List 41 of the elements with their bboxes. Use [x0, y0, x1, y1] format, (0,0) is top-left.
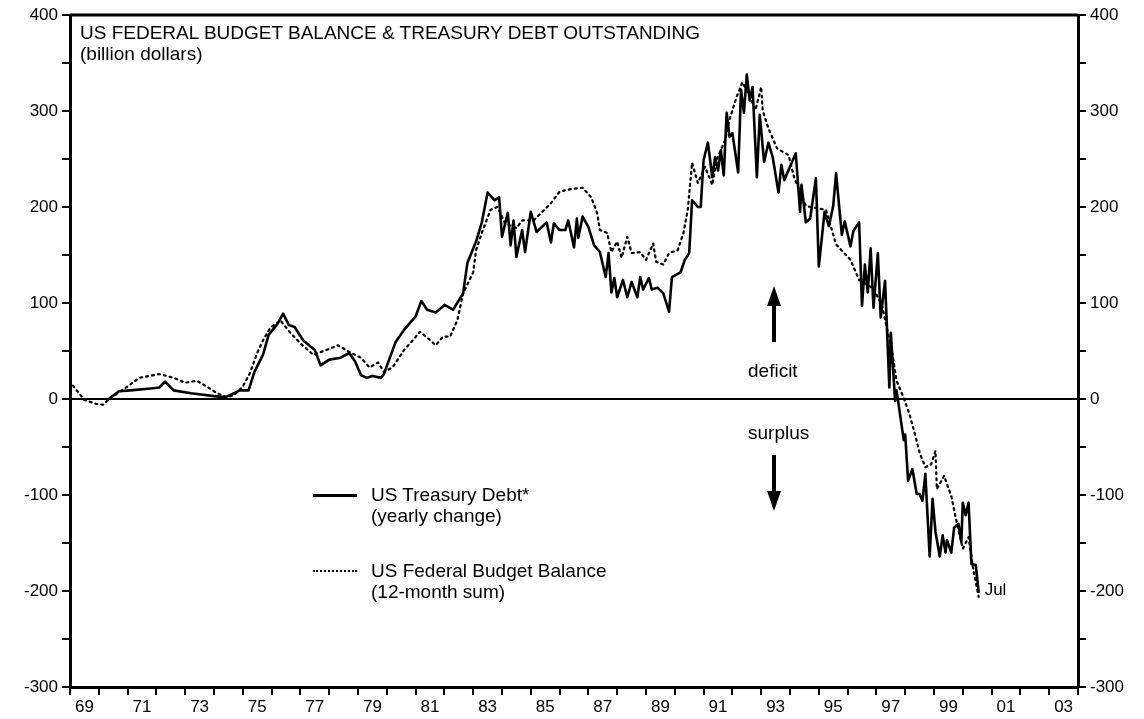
x-tick-label: 99 [938, 696, 958, 716]
x-tick-label: 69 [74, 696, 94, 716]
y2-tick-label: -200 [1090, 580, 1125, 600]
y-tick-label: 0 [48, 388, 58, 408]
y2-tick-label: 300 [1090, 100, 1119, 120]
x-tick-label: 81 [420, 696, 440, 716]
legend-label: US Federal Budget Balance (12-month sum) [371, 560, 607, 602]
x-tick-label: 79 [362, 696, 382, 716]
x-tick-label: 89 [650, 696, 670, 716]
y2-tick-label: 100 [1090, 292, 1119, 312]
x-tick-label: 03 [1054, 696, 1074, 716]
chart-title: US FEDERAL BUDGET BALANCE & TREASURY DEBT OUTSTANDING [80, 22, 701, 43]
x-tick-label: 75 [247, 696, 267, 716]
x-tick-label: 97 [881, 696, 901, 716]
y-tick-label: 400 [29, 4, 58, 24]
x-tick-label: 95 [823, 696, 843, 716]
x-tick-label: 01 [996, 696, 1016, 716]
y2-tick-label: -300 [1090, 676, 1125, 696]
y-tick-label: 200 [29, 196, 58, 216]
y2-tick-label: 0 [1090, 388, 1100, 408]
annotation: Jul [984, 580, 1007, 600]
x-tick-label: 71 [132, 696, 152, 716]
y-tick-label: 300 [29, 100, 58, 120]
x-tick-label: 91 [708, 696, 728, 716]
y2-tick-label: -100 [1090, 484, 1125, 504]
x-tick-label: 83 [478, 696, 498, 716]
x-tick-label: 87 [593, 696, 613, 716]
y-tick-label: -100 [23, 484, 58, 504]
y-tick-label: -200 [23, 580, 58, 600]
text: (billion dollars) [80, 43, 204, 64]
y-tick-label: 100 [29, 292, 58, 312]
annotation: deficit [748, 360, 798, 381]
y2-tick-label: 200 [1090, 196, 1119, 216]
y2-tick-label: 400 [1090, 4, 1119, 24]
annotation: surplus [748, 422, 810, 443]
x-tick-label: 85 [535, 696, 555, 716]
x-tick-label: 77 [305, 696, 325, 716]
x-tick-label: 73 [190, 696, 210, 716]
x-tick-label: 93 [766, 696, 786, 716]
legend-label: US Treasury Debt* (yearly change) [371, 484, 530, 526]
y-tick-label: -300 [23, 676, 58, 696]
